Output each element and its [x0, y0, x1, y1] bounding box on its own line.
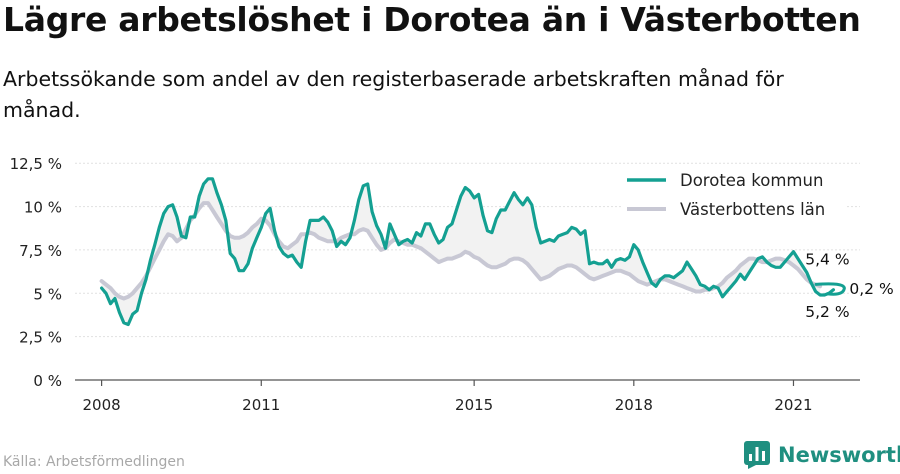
newsworthy-logo: Newsworthy [744, 441, 900, 469]
annotation-label: 5,2 % [805, 303, 849, 321]
legend-label-vasterbottens-lan: Västerbottens län [680, 200, 825, 219]
end-annotations: 5,4 %0,2 %5,2 % [804, 249, 895, 322]
x-tick-label: 2008 [83, 396, 121, 414]
newsworthy-logo-icon [744, 441, 770, 469]
annotation-label: 0,2 % [849, 280, 893, 298]
end-difference-bracket [814, 282, 846, 296]
annotation-label: 5,4 % [805, 250, 849, 268]
series-line-vasterbottens-lan [99, 201, 823, 301]
chart-subtitle: Arbetssökande som andel av den registerb… [3, 67, 784, 122]
x-axis: 2008 2011 2015 2018 2021 [83, 380, 813, 414]
brand-name: Newsworthy [778, 443, 900, 467]
y-tick-label: 12,5 % [10, 155, 62, 173]
source-note: Källa: Arbetsförmedlingen [3, 454, 185, 470]
y-tick-label: 0 % [33, 372, 62, 390]
page-title: Lägre arbetslöshet i Dorotea än i Väster… [3, 0, 861, 39]
gap-area [101, 178, 821, 325]
y-tick-label: 7,5 % [19, 242, 62, 260]
y-tick-label: 5 % [33, 285, 62, 303]
x-tick-label: 2015 [455, 396, 493, 414]
y-axis: 0 % 2,5 % 5 % 7,5 % 10 % 12,5 % [10, 155, 62, 390]
legend-background [621, 164, 846, 222]
x-tick-label: 2021 [774, 396, 812, 414]
series-line-dorotea-kommun [100, 177, 835, 327]
y-tick-label: 10 % [24, 199, 62, 217]
x-tick-label: 2018 [615, 396, 653, 414]
legend-label-dorotea-kommun: Dorotea kommun [680, 171, 823, 190]
x-tick-label: 2011 [242, 396, 280, 414]
legend: Dorotea kommun Västerbottens län [621, 164, 846, 222]
y-tick-label: 2,5 % [19, 329, 62, 347]
